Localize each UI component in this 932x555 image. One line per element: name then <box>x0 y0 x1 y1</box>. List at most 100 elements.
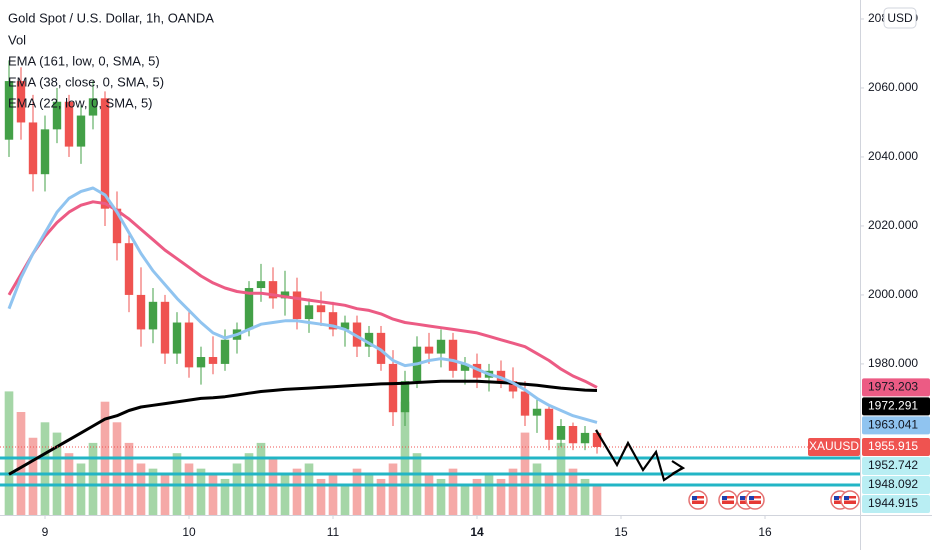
volume-bar <box>568 468 578 515</box>
volume-bar <box>148 468 158 515</box>
candle-body <box>172 322 182 354</box>
volume-bar <box>508 468 518 515</box>
ema-line <box>7 200 598 389</box>
candle-body <box>460 363 470 371</box>
y-tick-label: 2020.000 <box>868 218 918 232</box>
candle-body <box>292 291 302 320</box>
volume-bar <box>388 463 398 515</box>
volume-bar <box>448 468 458 515</box>
volume-bar <box>76 463 86 515</box>
candle-body <box>328 312 338 330</box>
candle-body <box>196 357 206 368</box>
y-tick-label: 2000.000 <box>868 287 918 301</box>
event-flag[interactable] <box>840 490 860 510</box>
candle-body <box>148 301 158 330</box>
ema-price-label: 1963.041 <box>868 418 918 432</box>
ema-price-label-bg <box>862 397 930 416</box>
candle-body <box>40 129 50 175</box>
candle-body <box>244 288 254 330</box>
event-flag[interactable] <box>688 490 708 510</box>
legend-symbol[interactable]: Gold Spot / U.S. Dollar, 1h, OANDA <box>8 10 214 25</box>
volume-bar <box>40 422 50 515</box>
candle-body <box>436 339 446 354</box>
y-tick-label: 2060.000 <box>868 80 918 94</box>
volume-bar <box>112 422 122 515</box>
volume-bar <box>208 473 218 515</box>
volume-bar <box>196 468 206 515</box>
candle-body <box>52 101 62 130</box>
arrow-head <box>671 460 686 475</box>
volume-bar <box>316 478 326 515</box>
x-tick-label: 10 <box>182 525 196 539</box>
candle-body <box>592 432 602 447</box>
candle-body <box>448 339 458 371</box>
volume-bar <box>592 484 602 515</box>
candle-body <box>76 115 86 147</box>
candle-body <box>160 301 170 354</box>
legend: Gold Spot / U.S. Dollar, 1h, OANDA Vol E… <box>8 10 214 110</box>
volume-bar <box>364 473 374 515</box>
candle-body <box>472 363 482 378</box>
level-price-label-bg <box>862 456 930 475</box>
volume-bar <box>484 473 494 515</box>
volume-bar <box>28 437 38 515</box>
volume-bar <box>352 468 362 515</box>
currency-label[interactable]: USD <box>887 11 913 25</box>
volume-bar <box>220 478 230 515</box>
volume-bar <box>328 473 338 515</box>
candle-body <box>508 381 518 392</box>
legend-ema[interactable]: EMA (161, low, 0, SMA, 5) <box>8 53 160 68</box>
legend-ema[interactable]: EMA (22, low, 0, SMA, 5) <box>8 95 153 110</box>
event-flag[interactable] <box>745 490 765 510</box>
candle-body <box>136 294 146 330</box>
legend-ema[interactable]: EMA (38, close, 0, SMA, 5) <box>8 74 164 89</box>
last-price-label: 1955.915 <box>868 439 918 453</box>
volume-bar <box>292 468 302 515</box>
candle-body <box>568 426 578 444</box>
event-flag[interactable] <box>718 490 738 510</box>
candle-body <box>4 81 14 140</box>
y-tick-label: 1980.000 <box>868 356 918 370</box>
axes: 1980.000 2000.000 2020.000 2040.000 2060.000… <box>42 11 919 539</box>
level-price-label: 1952.742 <box>868 458 918 472</box>
volume-bar <box>436 478 446 515</box>
candle-body <box>28 122 38 175</box>
volume-bar <box>532 463 542 515</box>
symbol-tag-bg <box>808 437 860 456</box>
candle-body <box>280 291 290 299</box>
candle-body <box>268 281 278 299</box>
volume-bar <box>544 473 554 515</box>
legend-volume[interactable]: Vol <box>8 32 26 47</box>
currency-button[interactable] <box>883 7 917 29</box>
plot-area <box>0 60 860 515</box>
x-tick-label: 14 <box>470 525 484 539</box>
candle-body <box>256 281 266 289</box>
ema-price-label: 1973.203 <box>868 380 918 394</box>
level-price-label-bg <box>862 475 930 494</box>
x-tick-label: 9 <box>42 525 49 539</box>
symbol-tag: XAUUSD <box>809 439 859 453</box>
volume-bar <box>424 473 434 515</box>
candle-body <box>316 305 326 313</box>
candle-body <box>580 432 590 444</box>
volume-bar <box>556 442 566 515</box>
level-price-label: 1944.915 <box>868 496 918 510</box>
ema-line <box>8 379 598 476</box>
candle-body <box>364 332 374 347</box>
candle-body <box>388 363 398 413</box>
x-tick-label: 16 <box>758 525 772 539</box>
candle-body <box>520 391 530 416</box>
candle-body <box>340 322 350 330</box>
x-tick-label: 11 <box>327 525 340 539</box>
event-flags[interactable] <box>688 490 860 510</box>
candle-body <box>304 305 314 320</box>
level-price-label-bg <box>862 494 930 513</box>
volume-bar <box>160 473 170 515</box>
volume-bar <box>136 463 146 515</box>
candle-body <box>112 208 122 244</box>
volume-bar <box>472 478 482 515</box>
volume-bar <box>124 442 134 515</box>
candle-body <box>544 408 554 440</box>
ema-price-label-bg <box>862 378 930 397</box>
